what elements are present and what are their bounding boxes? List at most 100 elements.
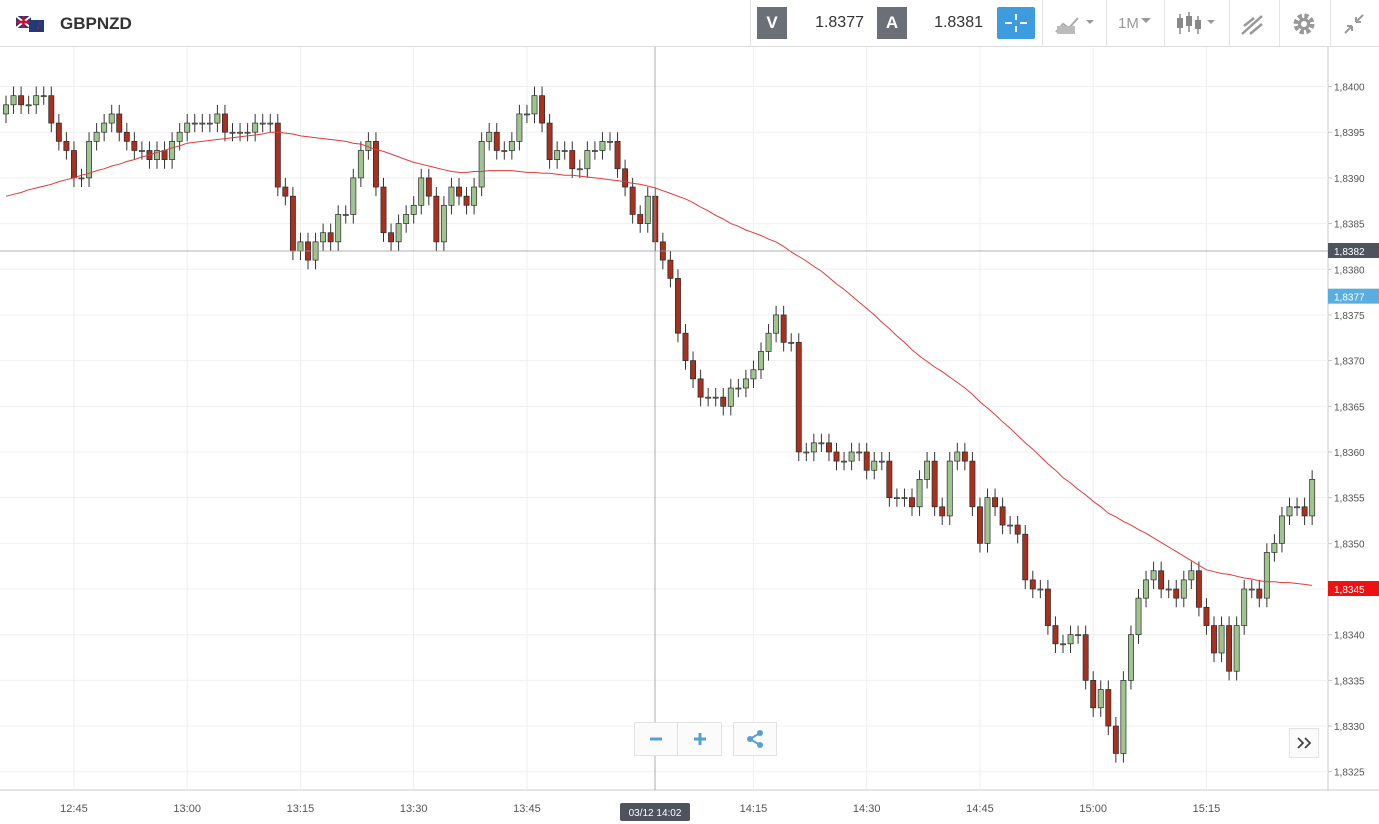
- bid-price[interactable]: 1.8377: [815, 14, 864, 31]
- candle-body: [154, 150, 160, 160]
- candle-body: [946, 460, 953, 517]
- share-button[interactable]: [733, 722, 777, 756]
- candle-body: [916, 479, 923, 508]
- candle-body: [1195, 570, 1202, 608]
- x-tick-label: 13:45: [513, 803, 541, 815]
- price-tag-label: 1,8345: [1334, 585, 1365, 596]
- ask-tag: A: [877, 7, 907, 39]
- candle-body: [161, 150, 168, 160]
- zoom-out-button[interactable]: [634, 722, 678, 756]
- y-tick-label: 1,8365: [1334, 402, 1365, 413]
- candle-body: [501, 150, 508, 152]
- candle-body: [229, 131, 236, 134]
- crosshair-icon: [1005, 14, 1027, 32]
- candle-body: [410, 204, 417, 215]
- candle-body: [720, 396, 727, 407]
- candle-body: [909, 497, 915, 508]
- chart-type-button[interactable]: [1054, 12, 1100, 36]
- candle-body: [886, 460, 893, 499]
- candle-body: [825, 442, 832, 453]
- x-tick-label: 12:45: [60, 803, 88, 815]
- candle-body: [727, 387, 734, 407]
- candle-body: [607, 141, 613, 143]
- candle-body: [1309, 479, 1316, 517]
- candle-body: [418, 177, 425, 206]
- candle-body: [788, 341, 795, 344]
- candle-body: [184, 122, 191, 133]
- candle-body: [123, 131, 130, 142]
- candle-body: [931, 460, 938, 508]
- crosshair-button[interactable]: [997, 7, 1035, 39]
- candle-body: [1226, 625, 1233, 672]
- candle-body: [282, 186, 289, 197]
- y-tick-label: 1,8360: [1334, 448, 1365, 459]
- y-tick-label: 1,8330: [1334, 722, 1365, 733]
- candle-body: [1173, 588, 1180, 599]
- candle-body: [440, 204, 447, 243]
- collapse-button[interactable]: [1342, 12, 1366, 36]
- candle-body: [1082, 634, 1089, 681]
- candle-body: [1097, 689, 1104, 709]
- x-tick-label: 13:30: [400, 803, 428, 815]
- candle-body: [86, 141, 92, 179]
- candle-body: [992, 497, 999, 508]
- candle-body: [199, 122, 206, 125]
- candle-style-button[interactable]: [1175, 10, 1221, 38]
- candle-body: [252, 122, 259, 133]
- price-tag: [1328, 288, 1379, 304]
- price-tag: [1328, 581, 1379, 597]
- candle-body: [1143, 579, 1149, 599]
- candle-body: [1188, 570, 1195, 581]
- candle-body: [335, 214, 342, 243]
- candle-body: [1241, 588, 1248, 626]
- candle-body: [214, 113, 221, 124]
- candle-body: [773, 314, 780, 334]
- candle-body: [395, 223, 402, 243]
- candle-body: [1256, 588, 1263, 599]
- candle-body: [108, 113, 115, 124]
- ask-price[interactable]: 1.8381: [934, 14, 983, 31]
- share-icon: [747, 730, 763, 748]
- candle-body: [388, 232, 395, 243]
- x-tick-label: 13:15: [287, 803, 315, 815]
- candle-body: [1248, 588, 1255, 591]
- candle-body: [591, 150, 598, 152]
- candle-body: [289, 195, 296, 252]
- candle-body: [1022, 533, 1029, 581]
- candle-body: [833, 451, 840, 462]
- zoom-in-button[interactable]: [677, 722, 722, 756]
- symbol: GBPNZD: [60, 14, 132, 33]
- candle-body: [939, 506, 946, 517]
- candle-body: [55, 122, 62, 142]
- candle-body: [274, 122, 281, 188]
- candle-body: [1203, 606, 1210, 626]
- candle-body: [531, 95, 538, 115]
- candle-body: [1067, 634, 1074, 645]
- y-tick-label: 1,8370: [1334, 357, 1365, 368]
- scroll-right-button[interactable]: [1289, 728, 1319, 758]
- candle-body: [1180, 579, 1187, 599]
- candle-body: [554, 150, 561, 160]
- candle-body: [750, 369, 757, 380]
- candle-body: [357, 150, 364, 179]
- separator: [1106, 0, 1107, 46]
- candle-body: [969, 460, 976, 508]
- candle-body: [425, 177, 432, 197]
- draw-tool-button[interactable]: [1240, 12, 1266, 36]
- candle-body: [584, 150, 591, 170]
- candle-body: [463, 195, 470, 206]
- candle-body: [10, 95, 17, 106]
- settings-button[interactable]: [1291, 11, 1317, 37]
- y-tick-label: 1,8350: [1334, 539, 1365, 550]
- separator: [750, 0, 751, 46]
- separator: [1279, 0, 1280, 46]
- crosshair-price-label: 1,8382: [1334, 247, 1365, 258]
- y-tick-label: 1,8325: [1334, 768, 1365, 779]
- candle-body: [810, 442, 817, 453]
- candle-body: [40, 95, 47, 98]
- timeframe-button[interactable]: 1M: [1118, 15, 1139, 32]
- candle-body: [267, 122, 274, 125]
- plus-icon: [693, 733, 706, 745]
- candle-body: [878, 460, 885, 463]
